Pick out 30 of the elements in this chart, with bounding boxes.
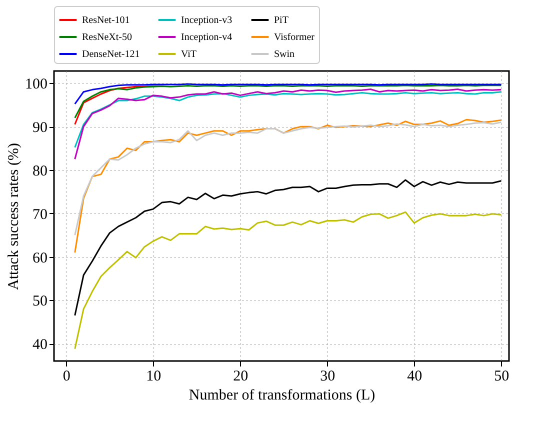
legend-label: ViT [181,49,197,60]
y-tick-label: 70 [32,206,48,223]
line-series [74,88,502,160]
x-tick-label: 30 [320,368,336,384]
x-tick-label: 0 [62,368,70,384]
line-series [74,179,502,316]
y-tick-label: 50 [32,294,48,310]
y-tick-label: 80 [32,163,48,180]
y-tick-label: 40 [32,337,48,354]
legend-label: PiT [274,15,288,26]
legend-label: Inception-v4 [181,32,232,43]
x-tick-label: 20 [233,368,248,384]
line-series [74,83,502,105]
legend-label: ResNet-101 [82,15,130,26]
y-axis-title: Attack success rates (%) [6,142,22,290]
line-series [74,211,502,350]
legend-label: ResNeXt-50 [82,32,132,43]
x-tick-label: 10 [146,368,162,384]
legend-label: Visformer [274,32,316,43]
legend-label: Swin [274,49,295,60]
legend-label: Inception-v3 [181,15,232,26]
x-tick-label: 50 [494,368,510,384]
line-series [74,84,502,119]
x-tick-label: 40 [407,368,422,384]
line-series [74,91,502,148]
x-axis-title: Number of transformations (L) [188,388,376,404]
y-tick-label: 90 [32,120,48,136]
y-tick-label: 60 [32,250,48,266]
legend-label: DenseNet-121 [82,49,140,60]
y-tick-label: 100 [25,76,48,93]
